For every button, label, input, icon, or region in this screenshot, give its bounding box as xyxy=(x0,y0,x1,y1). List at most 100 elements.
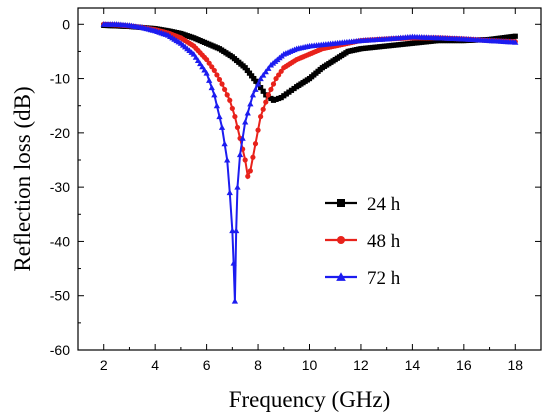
data-point xyxy=(265,65,272,71)
y-tick-label: -30 xyxy=(50,179,70,195)
data-point xyxy=(278,68,284,74)
data-point xyxy=(230,260,237,266)
data-point xyxy=(229,105,235,112)
data-point xyxy=(249,91,257,98)
y-tick-label: -50 xyxy=(50,288,70,304)
data-point xyxy=(273,75,279,82)
data-point xyxy=(224,156,231,163)
data-point xyxy=(268,86,274,93)
data-point xyxy=(232,113,238,120)
y-tick-label: -40 xyxy=(50,233,70,249)
data-point xyxy=(244,67,250,74)
data-point xyxy=(233,227,240,234)
data-point xyxy=(257,75,264,82)
data-point xyxy=(216,76,223,83)
series-line xyxy=(103,23,516,302)
data-point xyxy=(190,51,197,57)
x-axis-title: Frequency (GHz) xyxy=(229,387,391,412)
data-point xyxy=(254,80,262,87)
data-point xyxy=(194,57,202,63)
data-point xyxy=(252,141,259,147)
x-tick-label: 6 xyxy=(203,357,211,373)
data-point xyxy=(211,67,217,74)
data-point xyxy=(219,81,225,87)
y-tick-label: -60 xyxy=(50,342,70,358)
data-point xyxy=(244,109,251,116)
data-point xyxy=(260,88,266,94)
data-point xyxy=(253,78,259,84)
data-point xyxy=(251,75,257,82)
series-layer xyxy=(100,21,519,304)
legend-label: 24 h xyxy=(367,194,401,215)
data-point xyxy=(234,124,241,131)
data-point xyxy=(250,154,256,160)
data-point xyxy=(214,72,220,78)
data-point xyxy=(203,70,210,76)
data-point xyxy=(209,64,215,70)
data-point xyxy=(192,54,200,60)
y-axis: 0 -10 -20 -30 -40 -50 -60 xyxy=(50,16,541,358)
data-point xyxy=(258,85,264,91)
legend-label: 48 h xyxy=(367,231,401,252)
data-point xyxy=(512,33,518,39)
data-point xyxy=(246,70,253,76)
x-tick-label: 16 xyxy=(456,357,472,373)
data-point xyxy=(234,184,241,190)
legend-item: 24 h xyxy=(325,194,401,215)
data-point xyxy=(263,99,269,105)
y-axis-title: Reflection loss (dB) xyxy=(10,86,35,271)
data-point xyxy=(242,118,249,125)
data-point xyxy=(270,81,277,87)
data-point xyxy=(260,72,267,78)
x-tick-label: 18 xyxy=(507,357,523,373)
axes-frame xyxy=(77,7,542,351)
legend-marker xyxy=(337,199,345,207)
y-tick-label: -20 xyxy=(50,125,70,141)
data-point xyxy=(211,91,218,98)
data-point xyxy=(258,113,264,120)
data-point xyxy=(218,124,226,130)
data-point xyxy=(260,106,266,112)
data-point xyxy=(239,135,246,141)
data-point xyxy=(276,72,282,78)
series-2 xyxy=(100,21,519,304)
data-point xyxy=(262,68,269,75)
x-tick-label: 10 xyxy=(302,357,318,373)
x-tick-label: 12 xyxy=(353,357,369,373)
data-point xyxy=(204,56,210,63)
legend-item: 72 h xyxy=(325,268,401,289)
data-point xyxy=(247,100,254,107)
data-point xyxy=(249,73,255,79)
legend: 24 h 48 h 72 h xyxy=(325,194,401,289)
data-point xyxy=(206,60,212,66)
data-point xyxy=(206,77,213,83)
data-point xyxy=(199,63,206,70)
x-tick-label: 2 xyxy=(100,357,108,373)
data-point xyxy=(213,102,221,109)
data-point xyxy=(242,157,248,163)
data-point xyxy=(226,189,233,196)
data-point xyxy=(208,84,215,91)
x-tick-label: 4 xyxy=(151,357,159,373)
data-point xyxy=(224,92,230,98)
legend-marker xyxy=(337,236,345,244)
data-point xyxy=(227,97,233,103)
data-point xyxy=(216,113,223,120)
data-point xyxy=(245,173,251,179)
data-point xyxy=(221,140,228,147)
legend-item: 48 h xyxy=(325,231,401,252)
data-point xyxy=(265,92,271,98)
data-point xyxy=(512,39,519,45)
data-point xyxy=(252,86,259,92)
data-point xyxy=(222,86,228,93)
x-axis: 2 4 6 8 10 12 14 16 18 xyxy=(100,8,523,373)
legend-label: 72 h xyxy=(367,268,401,289)
data-point xyxy=(255,127,261,133)
data-point xyxy=(201,66,208,73)
x-tick-label: 8 xyxy=(254,357,262,373)
data-point xyxy=(247,168,253,174)
data-point xyxy=(242,65,248,71)
data-point xyxy=(197,60,204,67)
data-point xyxy=(236,151,244,158)
